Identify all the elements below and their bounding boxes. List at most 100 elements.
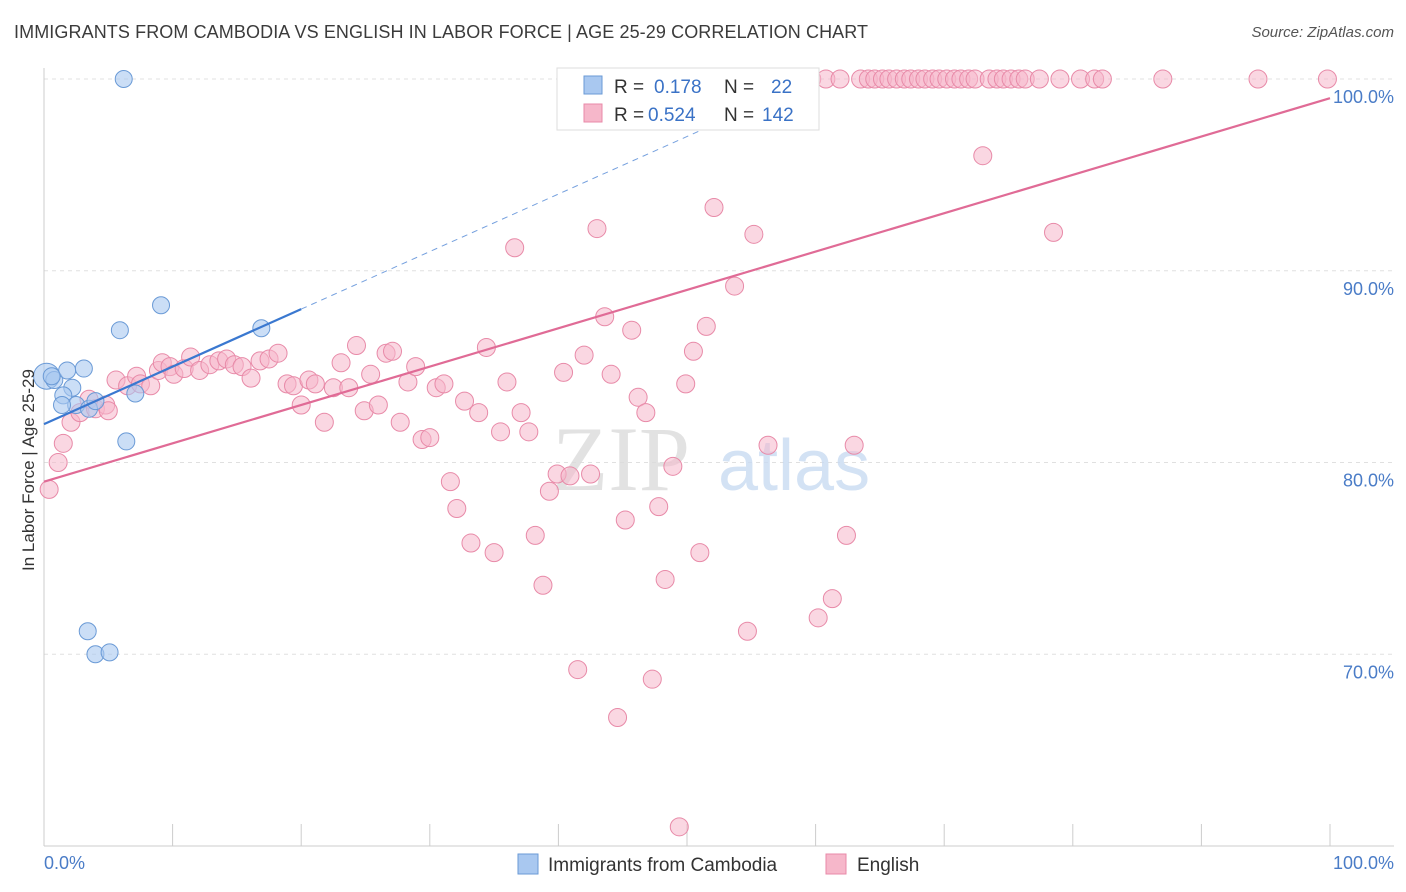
english-point-136 bbox=[1044, 222, 1064, 242]
bottom-legend-label-english: English bbox=[857, 855, 919, 876]
english-point-55 bbox=[461, 533, 481, 553]
axes bbox=[43, 68, 1394, 847]
english-point-96 bbox=[744, 224, 764, 244]
english-point-89 bbox=[696, 316, 716, 336]
english-point-51 bbox=[434, 374, 454, 394]
english-point-44 bbox=[383, 341, 403, 361]
cambodia-point-12 bbox=[152, 296, 171, 315]
english-point-70 bbox=[568, 660, 588, 680]
english-point-49 bbox=[420, 428, 440, 448]
y-tick-label-70: 70.0% bbox=[1343, 662, 1394, 682]
english-point-38 bbox=[339, 378, 359, 398]
cambodia-point-3 bbox=[74, 359, 93, 378]
english-point-42 bbox=[368, 395, 388, 415]
english-point-135 bbox=[1029, 69, 1049, 89]
english-point-62 bbox=[511, 403, 531, 423]
english-point-75 bbox=[601, 364, 621, 384]
english-point-60 bbox=[497, 372, 517, 392]
english-point-81 bbox=[642, 669, 662, 689]
english-point-78 bbox=[622, 320, 642, 340]
english-point-80 bbox=[636, 403, 656, 423]
english-point-77 bbox=[615, 510, 635, 530]
series-cambodia-points bbox=[33, 70, 271, 664]
chart-title: IMMIGRANTS FROM CAMBODIA VS ENGLISH IN L… bbox=[14, 22, 869, 42]
english-point-93 bbox=[725, 276, 745, 296]
english-point-83 bbox=[655, 569, 675, 589]
bottom-legend-label-cambodia: Immigrants from Cambodia bbox=[548, 855, 778, 876]
legend: R = 0.178 N = 22 R = 0.524 N = 142 bbox=[556, 67, 820, 131]
english-point-105 bbox=[808, 608, 828, 628]
english-point-88 bbox=[690, 543, 710, 563]
english-point-1 bbox=[48, 453, 68, 472]
y-tick-label-80: 80.0% bbox=[1343, 471, 1394, 491]
legend-swatch-pink bbox=[583, 103, 603, 123]
watermark: ZIP atlas bbox=[552, 408, 870, 510]
legend-r-label-blue: R = bbox=[614, 77, 644, 98]
english-point-82 bbox=[649, 497, 669, 517]
cambodia-point-14 bbox=[252, 319, 271, 338]
y-tick-label-90: 90.0% bbox=[1343, 279, 1394, 299]
cambodia-point-19 bbox=[42, 367, 61, 386]
english-point-35 bbox=[314, 412, 334, 432]
english-point-84 bbox=[663, 456, 683, 476]
bottom-legend: Immigrants from Cambodia English bbox=[517, 853, 919, 876]
english-point-76 bbox=[608, 708, 628, 728]
english-point-107 bbox=[822, 589, 842, 609]
english-point-142 bbox=[1248, 69, 1268, 89]
x-tick-label-100: 100.0% bbox=[1333, 853, 1394, 873]
cambodia-regression-line bbox=[43, 308, 302, 426]
cambodia-point-18 bbox=[100, 643, 119, 662]
english-point-54 bbox=[455, 391, 475, 411]
english-point-87 bbox=[683, 341, 703, 361]
english-point-65 bbox=[533, 575, 553, 595]
english-point-109 bbox=[836, 525, 856, 545]
english-point-61 bbox=[505, 238, 525, 258]
english-point-66 bbox=[539, 481, 559, 501]
y-tick-label-100: 100.0% bbox=[1333, 87, 1394, 107]
english-point-71 bbox=[574, 345, 594, 365]
english-point-52 bbox=[440, 472, 460, 492]
cambodia-point-2 bbox=[58, 361, 77, 380]
english-point-58 bbox=[484, 543, 504, 563]
english-point-140 bbox=[1092, 69, 1112, 89]
cambodia-regression-extension bbox=[300, 107, 752, 310]
legend-swatch-blue bbox=[583, 75, 603, 95]
english-point-8 bbox=[98, 401, 118, 421]
english-point-0 bbox=[39, 479, 59, 499]
english-regression-line bbox=[43, 97, 1331, 483]
english-point-59 bbox=[491, 422, 511, 442]
english-point-34 bbox=[305, 374, 325, 394]
english-point-141 bbox=[1153, 69, 1173, 89]
legend-r-value-pink: 0.524 bbox=[648, 105, 696, 126]
cambodia-point-16 bbox=[78, 622, 97, 641]
cambodia-point-11 bbox=[117, 432, 136, 451]
cambodia-point-10 bbox=[126, 384, 145, 403]
english-point-68 bbox=[554, 362, 574, 382]
english-point-64 bbox=[525, 525, 545, 545]
legend-n-value-pink: 142 bbox=[762, 105, 794, 126]
english-point-26 bbox=[241, 368, 261, 388]
english-point-37 bbox=[331, 353, 351, 373]
english-point-128 bbox=[973, 146, 993, 166]
english-point-90 bbox=[704, 197, 724, 217]
cambodia-point-15 bbox=[114, 70, 133, 88]
legend-r-value-blue: 0.178 bbox=[654, 77, 702, 98]
legend-n-value-blue: 22 bbox=[771, 77, 792, 98]
cambodia-point-9 bbox=[53, 395, 72, 414]
english-point-86 bbox=[676, 374, 696, 394]
english-point-45 bbox=[390, 412, 410, 432]
legend-r-label-pink: R = bbox=[614, 105, 644, 126]
english-point-73 bbox=[587, 219, 607, 239]
english-point-29 bbox=[268, 343, 288, 363]
y-axis-label: In Labor Force | Age 25-29 bbox=[19, 369, 38, 571]
english-point-56 bbox=[469, 403, 489, 423]
english-point-39 bbox=[346, 336, 366, 356]
english-point-98 bbox=[758, 435, 778, 455]
cambodia-point-13 bbox=[110, 321, 129, 340]
english-point-69 bbox=[560, 466, 580, 486]
english-point-108 bbox=[830, 69, 850, 89]
x-tick-label-0: 0.0% bbox=[44, 853, 85, 873]
english-point-79 bbox=[628, 387, 648, 407]
legend-n-label-blue: N = bbox=[724, 77, 754, 98]
